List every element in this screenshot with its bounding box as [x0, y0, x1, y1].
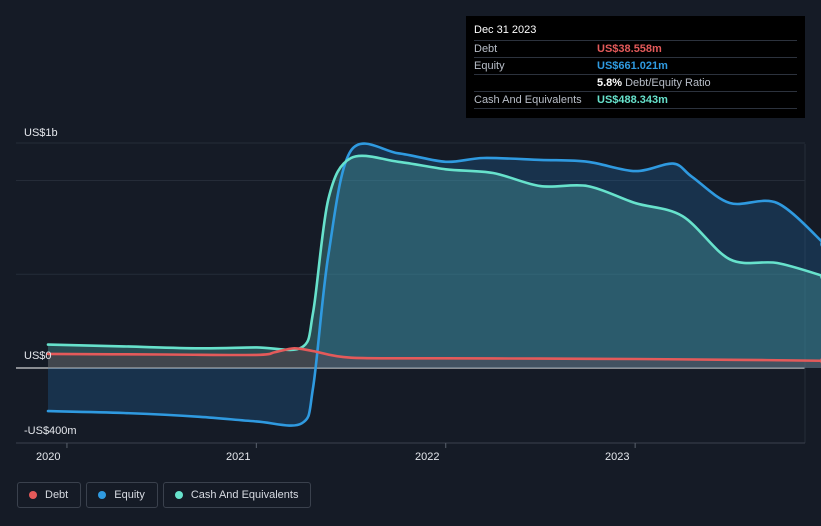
x-tick-label-2021: 2021	[226, 451, 251, 463]
tooltip-value-cash: US$488.343m	[597, 94, 668, 106]
legend-label-cash: Cash And Equivalents	[190, 489, 299, 501]
legend-label-debt: Debt	[45, 489, 69, 501]
plot-background	[16, 144, 805, 443]
x-tick-label-2022: 2022	[415, 451, 440, 463]
y-tick-label-zero: US$0	[24, 350, 52, 362]
tooltip-label-debt: Debt	[474, 43, 498, 55]
tooltip-value-ratio: 5.8%	[597, 77, 623, 89]
tooltip-label-equity: Equity	[474, 60, 505, 72]
tooltip-row-ratio: 5.8% Debt/Equity Ratio	[474, 74, 797, 91]
series-areas	[48, 143, 821, 426]
area-equity	[48, 143, 821, 426]
x-tick-label-2023: 2023	[605, 451, 630, 463]
legend-dot-debt	[29, 491, 37, 499]
legend-dot-equity	[98, 491, 107, 499]
tooltip-ratio-caption: Debt/Equity Ratio	[625, 77, 711, 89]
tooltip-value-debt: US$38.558m	[597, 43, 662, 55]
chart-legend: Debt Equity Cash And Equivalents	[17, 482, 312, 508]
line-cash-and-equivalents	[46, 154, 821, 352]
tooltip-row-debt: Debt US$38.558m	[474, 40, 797, 57]
gridlines	[16, 142, 806, 448]
y-tick-label-bottom: -US$400m	[24, 425, 77, 437]
area-debt	[48, 348, 821, 368]
x-tick-label-2020: 2020	[36, 451, 61, 463]
area-cash-and-equivalents	[48, 155, 821, 368]
tooltip-date: Dec 31 2023	[474, 24, 537, 36]
legend-dot-cash	[174, 491, 183, 499]
series-lines	[46, 142, 821, 427]
tooltip-value-equity: US$661.021m	[597, 60, 668, 72]
line-debt	[46, 346, 821, 363]
line-equity	[46, 142, 821, 427]
data-tooltip: Dec 31 2023 Debt US$38.558m Equity US$66…	[466, 16, 805, 118]
legend-item-cash[interactable]: Cash And Equivalents	[162, 482, 312, 508]
legend-item-debt[interactable]: Debt	[17, 482, 82, 508]
legend-label-equity: Equity	[114, 489, 145, 501]
tooltip-row-equity: Equity US$661.021m	[474, 57, 797, 74]
tooltip-label-ratio	[474, 75, 597, 91]
tooltip-row-cash: Cash And Equivalents US$488.343m	[474, 91, 797, 109]
tooltip-label-cash: Cash And Equivalents	[474, 94, 582, 106]
legend-item-equity[interactable]: Equity	[86, 482, 158, 508]
y-tick-label-top: US$1b	[24, 127, 58, 139]
